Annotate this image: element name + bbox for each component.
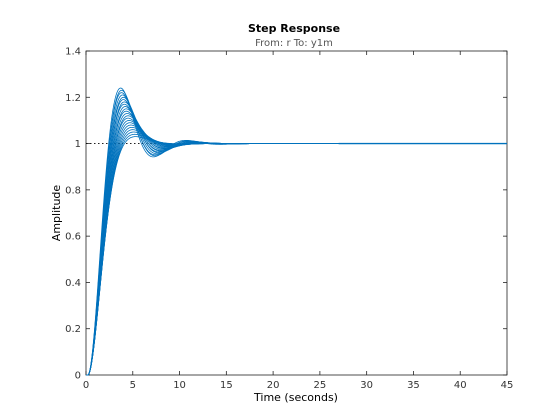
y-tick-label: 0 [75,371,81,382]
x-tick-label: 45 [501,380,514,391]
x-tick-label: 40 [454,380,467,391]
x-tick-label: 5 [130,380,136,391]
x-tick-label: 25 [314,380,327,391]
x-tick-label: 35 [407,380,420,391]
x-axis-ticks: 0 5 10 15 20 25 30 35 40 45 [83,51,514,391]
y-tick-label: 1.4 [65,47,81,58]
y-tick-label: 1 [75,139,81,150]
chart-subtitle: From: r To: y1m [255,38,333,49]
y-tick-label: 1.2 [65,93,81,104]
chart-title: Step Response [248,22,340,35]
y-axis-ticks: 0 0.2 0.4 0.6 0.8 1 1.2 1.4 [65,47,507,382]
x-tick-label: 10 [173,380,186,391]
y-tick-label: 0.8 [65,185,81,196]
plot-area [85,50,508,376]
x-tick-label: 30 [360,380,373,391]
x-axis-label: Time (seconds) [253,391,338,404]
y-axis-label: Amplitude [50,185,63,242]
y-tick-label: 0.6 [65,232,81,243]
x-tick-label: 20 [267,380,280,391]
x-tick-label: 15 [220,380,233,391]
x-tick-label: 0 [83,380,89,391]
y-tick-label: 0.2 [65,324,81,335]
y-tick-label: 0.4 [65,278,81,289]
step-response-curves [86,87,507,376]
